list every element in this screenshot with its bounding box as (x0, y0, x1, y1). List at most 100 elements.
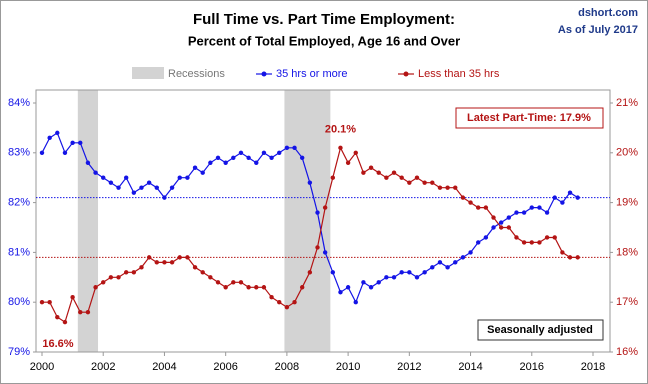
series-marker (430, 180, 435, 185)
series-marker (407, 270, 412, 275)
series-marker (483, 205, 489, 210)
x-tick-label: 2010 (336, 361, 360, 373)
x-tick-label: 2006 (213, 361, 237, 373)
x-tick-label: 2012 (397, 361, 421, 373)
legend-label: Less than 35 hrs (418, 68, 500, 80)
series-marker (55, 130, 60, 136)
series-marker (353, 300, 358, 305)
plot-frame (35, 89, 611, 353)
series-marker (78, 309, 83, 315)
series-marker (338, 145, 343, 151)
series-marker (223, 285, 228, 290)
series-marker (353, 150, 358, 155)
series-marker (391, 275, 397, 280)
series-marker (368, 165, 374, 170)
series-marker (284, 145, 290, 151)
series-marker (537, 205, 542, 210)
series-marker (414, 175, 420, 180)
series-marker (422, 270, 427, 275)
series-marker (575, 195, 580, 200)
series-marker (437, 260, 443, 265)
series-marker (192, 165, 198, 170)
series-marker (62, 150, 68, 155)
series-marker (131, 270, 137, 275)
date-note: As of July 2017 (558, 24, 638, 36)
series-marker (460, 195, 466, 200)
series-marker (223, 160, 228, 165)
series-marker (384, 175, 389, 180)
series-marker (468, 200, 473, 205)
series-marker (391, 170, 397, 175)
series-marker (116, 185, 121, 190)
latest-label: Latest Part-Time: 17.9% (467, 112, 591, 124)
series-marker (376, 280, 381, 285)
series-marker (529, 240, 534, 245)
recession-band (77, 90, 99, 352)
series-marker (498, 225, 504, 230)
series-marker (567, 190, 573, 195)
series-marker (55, 314, 60, 320)
series-marker (560, 250, 565, 255)
series-marker (62, 319, 68, 325)
series-marker (307, 180, 313, 185)
series-marker (476, 205, 481, 210)
x-tick-label: 2016 (520, 361, 544, 373)
series-marker (345, 160, 351, 165)
series-marker (215, 280, 221, 285)
series-marker (376, 170, 381, 175)
chart-title: Full Time vs. Part Time Employment: (193, 11, 455, 28)
series-marker (514, 235, 519, 240)
series-marker (307, 270, 313, 275)
series-marker (93, 285, 98, 290)
series-marker (192, 265, 198, 270)
series-marker (345, 285, 351, 290)
chart-subtitle: Percent of Total Employed, Age 16 and Ov… (188, 33, 460, 48)
series-marker (169, 185, 175, 190)
series-marker (529, 205, 534, 210)
series-marker (552, 235, 557, 240)
series-marker (39, 150, 45, 155)
series-marker (131, 190, 137, 195)
series-marker (39, 300, 45, 305)
series-marker (322, 205, 328, 210)
x-tick-label: 2002 (91, 361, 115, 373)
series-marker (567, 255, 573, 260)
series-marker (108, 180, 114, 185)
y2-tick-label: 21% (616, 97, 638, 109)
series-marker (560, 200, 565, 205)
series-marker (185, 255, 190, 260)
series-marker (498, 220, 504, 225)
series-marker (261, 150, 267, 155)
series-marker (430, 265, 435, 270)
series-marker (575, 255, 580, 260)
series-marker (101, 280, 106, 285)
series-marker (437, 185, 443, 190)
series-marker (231, 155, 236, 160)
series-marker (292, 145, 297, 151)
series-marker (139, 265, 144, 270)
series-marker (453, 185, 458, 190)
series-marker (162, 260, 167, 265)
series-marker (330, 270, 336, 275)
series-marker (200, 170, 205, 175)
series-marker (368, 285, 374, 290)
series-marker (162, 195, 167, 200)
series-marker (506, 225, 512, 230)
series-marker (269, 295, 274, 300)
annotation: 20.1% (325, 124, 356, 136)
y-tick-label: 80% (8, 296, 30, 308)
series-marker (491, 215, 496, 220)
series-marker (399, 175, 404, 180)
series-marker (146, 180, 152, 185)
series-marker (169, 260, 175, 265)
series-marker (185, 175, 190, 180)
x-tick-label: 2008 (275, 361, 299, 373)
series-marker (85, 309, 91, 315)
series-marker (93, 170, 98, 175)
annotation: 16.6% (42, 338, 73, 350)
series-marker (468, 250, 473, 255)
series-marker (299, 285, 305, 290)
series-marker (338, 290, 343, 295)
x-tick-label: 2014 (458, 361, 482, 373)
y-tick-label: 81% (8, 246, 30, 258)
